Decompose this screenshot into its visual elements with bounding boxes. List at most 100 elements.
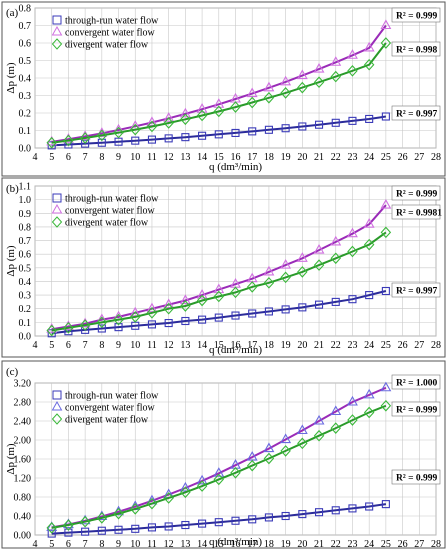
x-tick-label: 12 xyxy=(164,340,174,351)
fit-line-1 xyxy=(51,115,387,147)
legend-marker-triangle xyxy=(51,400,63,411)
legend-entry: through-run water flow xyxy=(65,391,159,402)
data-point-diamond xyxy=(46,522,57,534)
x-tick-label: 7 xyxy=(83,152,88,163)
data-point-square xyxy=(198,131,207,140)
x-tick-label: 24 xyxy=(364,539,374,550)
x-tick-label: 26 xyxy=(398,539,408,550)
r2-label: R² = 0.997 xyxy=(396,287,437,297)
r2-box xyxy=(391,469,441,485)
data-point-square xyxy=(198,315,207,324)
y-tick-label: 0.80 xyxy=(14,493,32,504)
x-tick-label: 5 xyxy=(49,340,54,351)
data-point-triangle xyxy=(347,395,358,406)
x-tick-label: 21 xyxy=(314,340,324,351)
data-point-triangle xyxy=(380,19,392,30)
data-point-square xyxy=(281,511,290,521)
data-point-square xyxy=(281,305,290,314)
x-tick-label: 19 xyxy=(281,539,291,550)
data-point-diamond xyxy=(196,109,208,122)
data-point-diamond xyxy=(196,294,208,307)
x-tick-label: 28 xyxy=(431,340,441,351)
data-point-diamond xyxy=(113,507,124,520)
data-point-square xyxy=(214,130,223,139)
data-point-triangle xyxy=(196,288,208,299)
y-tick-label: 0.4 xyxy=(19,277,32,288)
data-point-square xyxy=(298,510,307,519)
data-point-triangle xyxy=(213,467,225,477)
data-point-diamond xyxy=(330,70,341,83)
data-point-square xyxy=(298,303,307,312)
legend-entry: divergent water flow xyxy=(65,40,149,51)
legend-marker-square xyxy=(52,15,62,25)
chart-panel-2: 4 5 6 7 8 9 10 11 12 13 14 15 16 17 18 19 20 21 22 23 24 25 26… xyxy=(1,177,446,358)
data-point-square xyxy=(181,133,190,142)
data-point-triangle xyxy=(179,107,191,118)
legend-marker-triangle xyxy=(51,203,63,214)
x-tick-label: 11 xyxy=(147,539,157,550)
x-tick-label: 4 xyxy=(33,340,38,351)
legend-marker-triangle xyxy=(51,25,63,36)
data-point-square xyxy=(147,135,157,144)
data-point-square xyxy=(164,134,173,143)
data-point-triangle xyxy=(363,388,375,399)
data-point-triangle xyxy=(246,87,258,98)
x-tick-label: 23 xyxy=(347,152,357,163)
data-point-diamond xyxy=(180,113,191,126)
legend-marker-square xyxy=(52,193,62,203)
data-point-diamond xyxy=(63,519,74,531)
y-tick-label: 2.40 xyxy=(14,417,32,428)
data-point-square xyxy=(147,320,157,329)
data-point-square xyxy=(365,114,374,123)
x-tick-label: 8 xyxy=(99,340,104,351)
data-point-diamond xyxy=(63,134,74,147)
data-point-diamond xyxy=(363,238,375,251)
data-point-diamond xyxy=(230,286,241,299)
x-tick-label: 26 xyxy=(398,152,408,163)
y-tick-label: 0.8 xyxy=(19,4,32,15)
data-point-square xyxy=(97,138,106,147)
data-point-square xyxy=(81,527,90,536)
data-point-triangle xyxy=(363,41,375,52)
x-tick-label: 24 xyxy=(364,340,374,351)
legend-entry: divergent water flow xyxy=(65,218,149,229)
y-tick-label: 0.6 xyxy=(19,39,32,50)
data-point-diamond xyxy=(263,91,275,104)
data-point-square xyxy=(298,122,307,131)
data-point-square xyxy=(264,125,273,134)
data-point-diamond xyxy=(146,120,158,133)
x-tick-label: 25 xyxy=(381,152,391,163)
x-tick-label: 27 xyxy=(414,152,424,163)
y-tick-label: 1.0 xyxy=(19,195,32,206)
y-axis-label: Δp (m) xyxy=(5,245,17,277)
data-point-square xyxy=(331,506,340,515)
x-tick-label: 16 xyxy=(231,340,241,351)
x-tick-label: 23 xyxy=(347,340,357,351)
legend-entry: convergent water flow xyxy=(65,28,156,39)
legend-entry: convergent water flow xyxy=(65,403,156,414)
y-tick-label: 0.00 xyxy=(14,531,32,542)
data-point-square xyxy=(248,309,257,318)
x-tick-label: 6 xyxy=(66,539,71,550)
data-point-triangle xyxy=(347,49,358,59)
legend-entry: through-run water flow xyxy=(65,194,159,205)
data-point-square xyxy=(381,500,390,509)
x-tick-label: 21 xyxy=(314,539,324,550)
x-tick-label: 18 xyxy=(264,152,274,163)
data-point-triangle xyxy=(179,481,191,492)
data-point-diamond xyxy=(196,480,208,492)
data-point-triangle xyxy=(263,81,275,92)
fit-line-1 xyxy=(51,290,387,335)
data-point-triangle xyxy=(179,294,191,305)
y-tick-label: 0.4 xyxy=(19,74,32,85)
data-point-square xyxy=(131,524,140,533)
legend-marker-diamond xyxy=(51,413,63,425)
data-point-square xyxy=(314,300,324,309)
x-tick-label: 9 xyxy=(116,340,121,351)
y-tick-label: 1.60 xyxy=(14,455,32,466)
panel-label: (c) xyxy=(6,366,19,378)
data-point-square xyxy=(198,519,207,528)
legend-marker-diamond xyxy=(51,38,63,50)
y-tick-label: 0.0 xyxy=(19,144,32,155)
data-point-triangle xyxy=(313,414,325,425)
